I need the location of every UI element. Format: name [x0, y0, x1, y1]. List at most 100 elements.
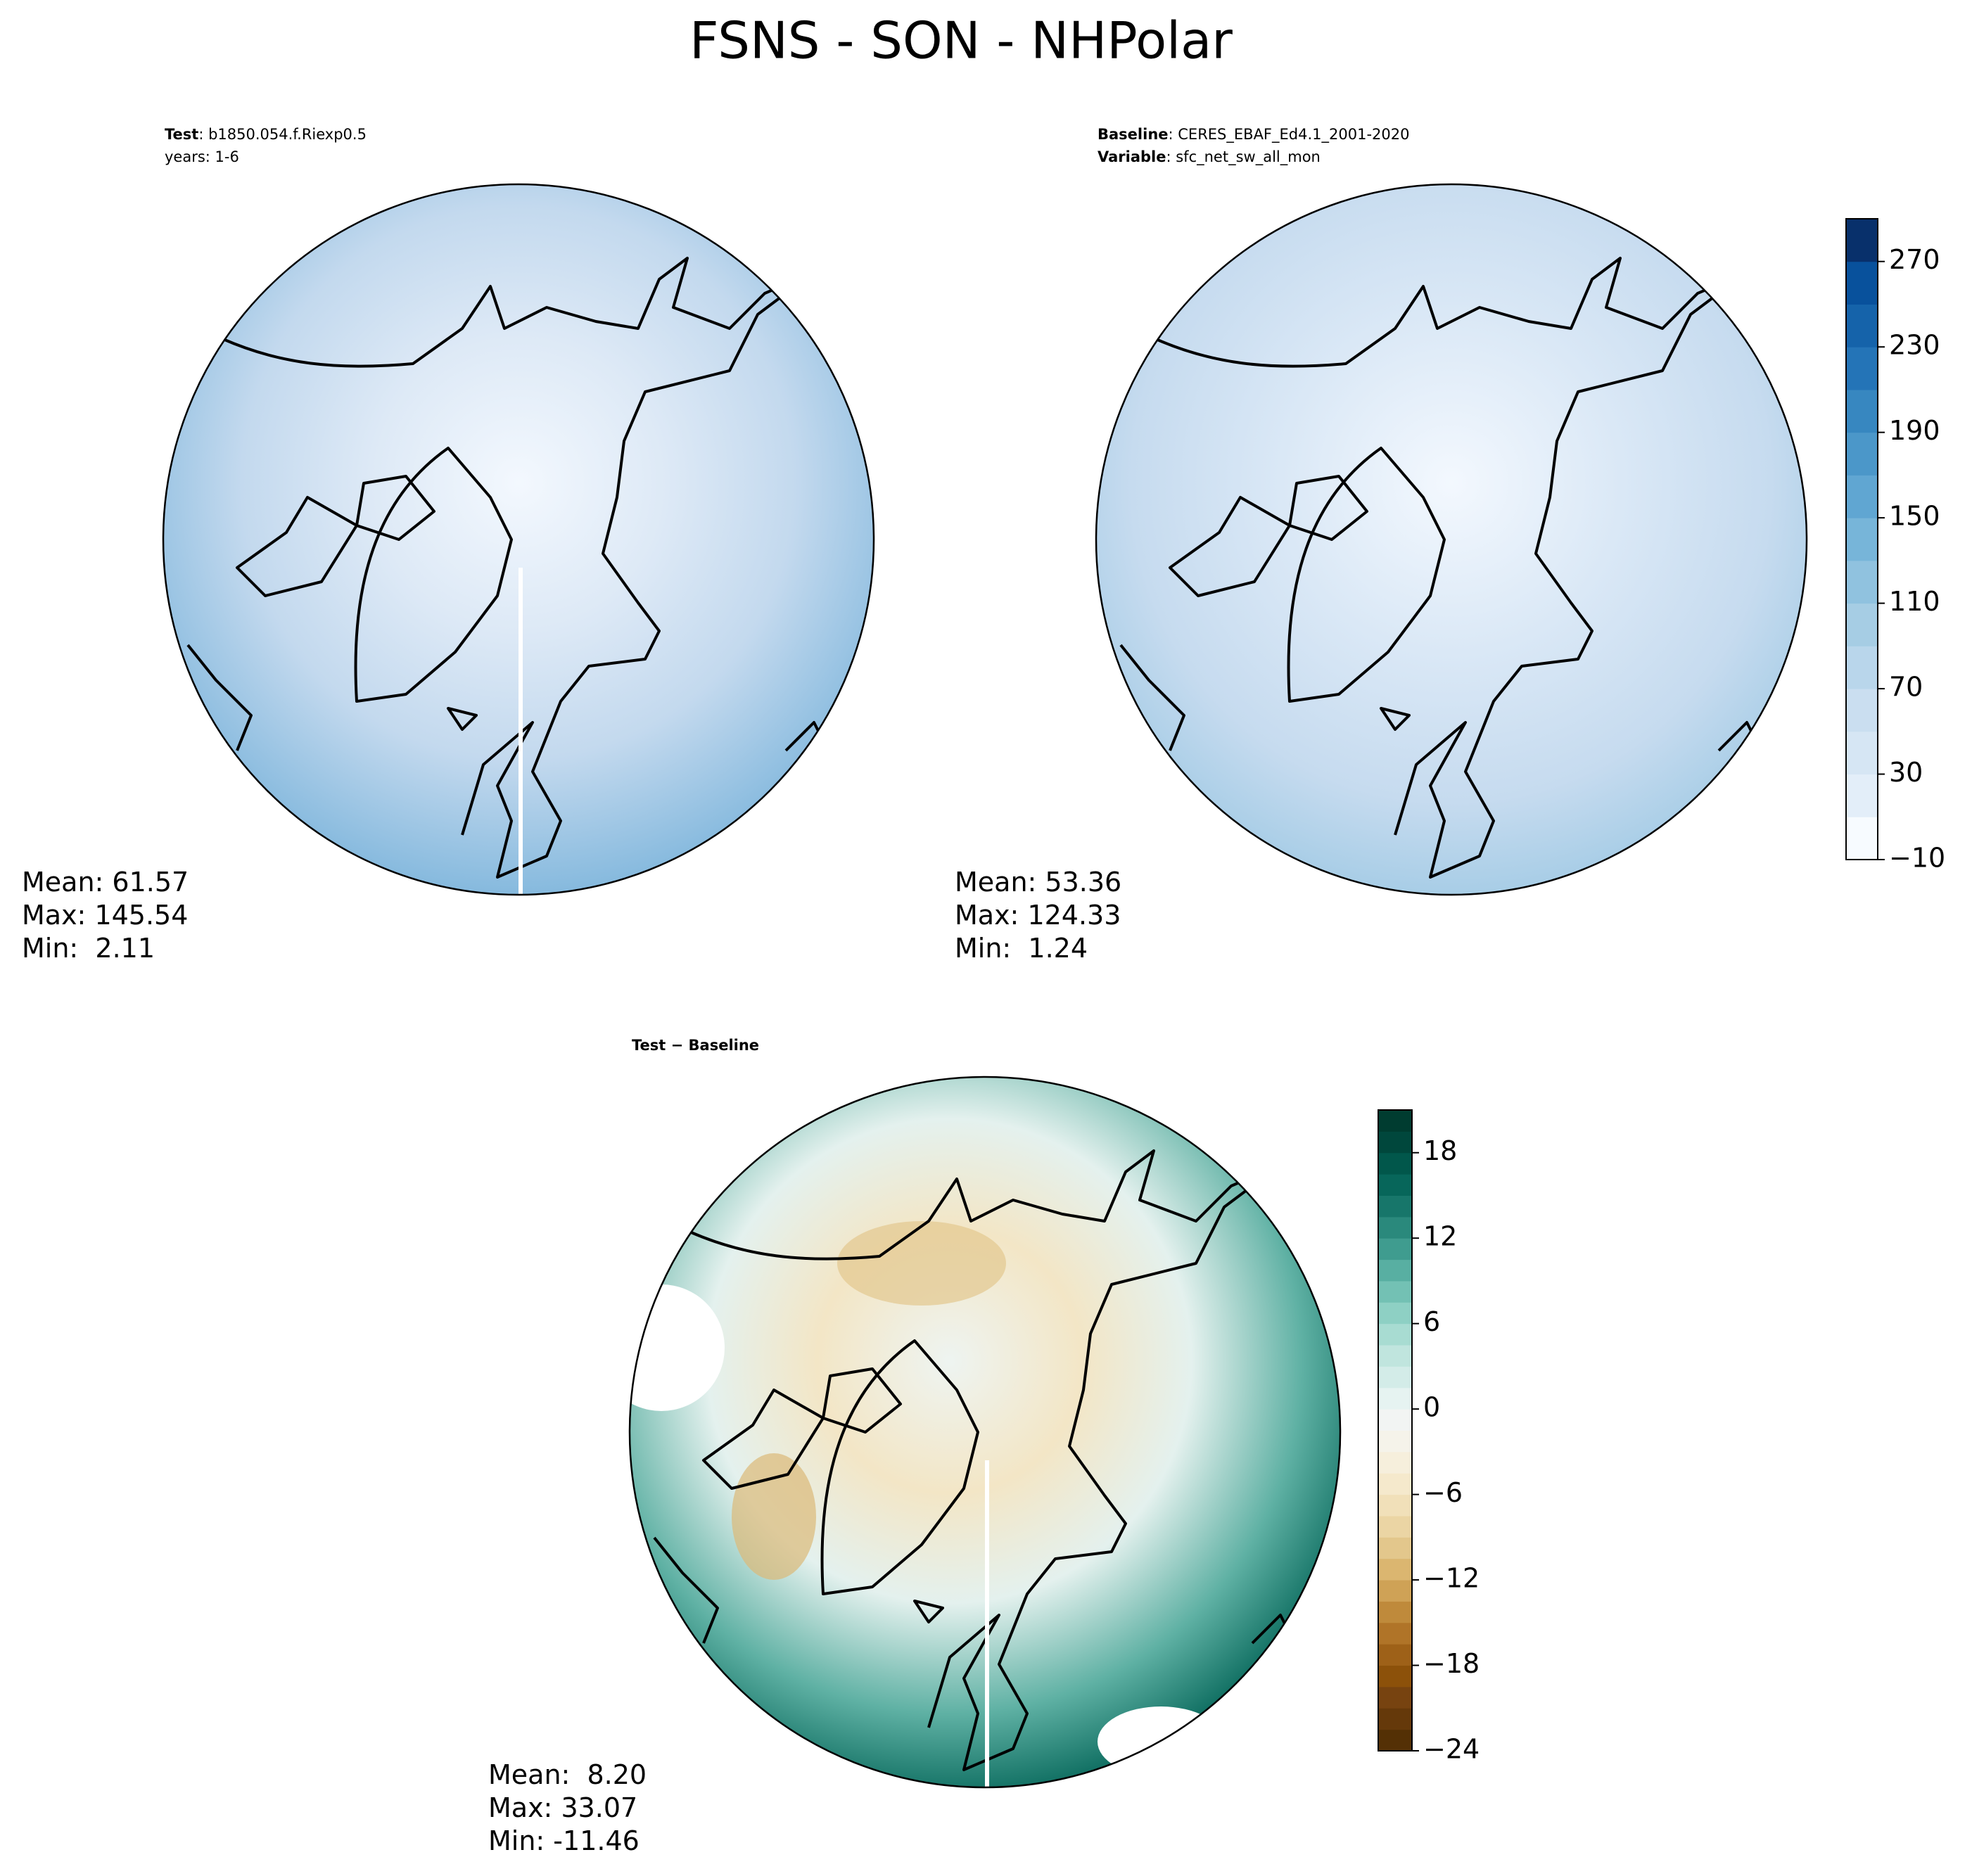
colorbar-tick-label: −12 — [1423, 1563, 1480, 1594]
map-field — [163, 184, 874, 895]
colorbar-tick-label: 12 — [1423, 1221, 1457, 1252]
colorbar-band — [1378, 1494, 1412, 1517]
header-value: : sfc_net_sw_all_mon — [1166, 148, 1320, 166]
colorbar-band — [1378, 1686, 1412, 1709]
stat-line: Mean: 53.36 — [955, 867, 1121, 898]
colorbar-band — [1378, 1729, 1412, 1751]
colorbar-band — [1846, 731, 1878, 775]
colorbar-band — [1378, 1473, 1412, 1495]
colorbar-band — [1378, 1238, 1412, 1261]
colorbar-band — [1378, 1580, 1412, 1602]
map-border — [628, 1076, 1342, 1789]
colorbar-band — [1378, 1216, 1412, 1239]
stat-line: Min: 2.11 — [22, 933, 155, 964]
colorbar-band — [1378, 1280, 1412, 1303]
colorbar-tick-label: 230 — [1889, 330, 1940, 361]
panel-header: Test: b1850.054.f.Riexp0.5 — [165, 126, 367, 143]
map-border — [1095, 183, 1808, 896]
missing — [630, 1284, 725, 1411]
map-border — [162, 183, 875, 896]
colorbar-band — [1378, 1259, 1412, 1282]
colorbar-tick-label: −10 — [1889, 843, 1945, 874]
panel-header: Variable: sfc_net_sw_all_mon — [1098, 148, 1321, 166]
colorbar-band — [1378, 1430, 1412, 1453]
colorbar-band — [1378, 1537, 1412, 1559]
stat-line: Max: 124.33 — [955, 900, 1121, 931]
figure-title: FSNS - SON - NHPolar — [689, 11, 1233, 70]
colorbar-band — [1846, 389, 1878, 433]
colorbar-band — [1378, 1601, 1412, 1623]
map-field — [1096, 184, 1807, 895]
stat-line: Min: -11.46 — [488, 1825, 640, 1856]
colorbar-band — [1378, 1409, 1412, 1431]
colorbar-band — [1378, 1302, 1412, 1325]
colorbar-band — [1846, 689, 1878, 732]
map-panel — [628, 1076, 1342, 1789]
colorbar-band — [1378, 1110, 1412, 1132]
colorbar-band — [1846, 817, 1878, 860]
colorbar-band — [1378, 1323, 1412, 1346]
colorbar-tick-label: 0 — [1423, 1392, 1440, 1423]
map-panel — [1095, 183, 1808, 896]
stat-line: Min: 1.24 — [955, 933, 1088, 964]
colorbar-band — [1846, 347, 1878, 390]
stat-line: Max: 33.07 — [488, 1792, 637, 1823]
colorbar-band — [1378, 1558, 1412, 1581]
colorbar-band — [1378, 1665, 1412, 1687]
stat-line: Mean: 61.57 — [22, 867, 189, 898]
anomaly — [732, 1453, 816, 1580]
colorbar-tick-label: −18 — [1423, 1648, 1480, 1679]
colorbar-tick-label: 6 — [1423, 1306, 1440, 1337]
colorbar-band — [1378, 1366, 1412, 1389]
colorbar-band — [1378, 1174, 1412, 1196]
header-key: Variable — [1098, 148, 1166, 165]
colorbar-band — [1846, 518, 1878, 561]
colorbar-band — [1846, 603, 1878, 646]
colorbar-band — [1378, 1387, 1412, 1410]
colorbar-band — [1846, 219, 1878, 262]
colorbar-band — [1846, 261, 1878, 305]
colorbar-band — [1846, 475, 1878, 518]
colorbar-band — [1378, 1131, 1412, 1154]
map-field — [630, 1077, 1340, 1787]
colorbar-band — [1378, 1152, 1412, 1175]
colorbar-frame — [1845, 218, 1878, 860]
header-value: : CERES_EBAF_Ed4.1_2001-2020 — [1169, 126, 1410, 143]
map-panel — [162, 183, 875, 896]
colorbar-band — [1846, 304, 1878, 347]
colorbar-band — [1846, 646, 1878, 689]
colorbar-band — [1378, 1451, 1412, 1474]
panel-header: Baseline: CERES_EBAF_Ed4.1_2001-2020 — [1098, 126, 1409, 143]
colorbar-band — [1378, 1644, 1412, 1666]
anomaly — [837, 1221, 1006, 1306]
seam — [985, 1460, 989, 1787]
header-value: : b1850.054.f.Riexp0.5 — [198, 126, 367, 143]
stat-line: Max: 145.54 — [22, 900, 188, 931]
colorbar-tick-label: 190 — [1889, 415, 1940, 446]
header-value: years: 1-6 — [165, 148, 239, 165]
colorbar-band — [1378, 1195, 1412, 1218]
header-key: Test — [165, 126, 198, 143]
stat-line: Mean: 8.20 — [488, 1759, 647, 1790]
colorbar-band — [1846, 560, 1878, 604]
colorbar-band — [1378, 1708, 1412, 1730]
seam — [519, 568, 523, 895]
colorbar-band — [1378, 1515, 1412, 1538]
colorbar-tick-label: 30 — [1889, 757, 1923, 788]
colorbar-tick-label: 70 — [1889, 672, 1923, 703]
colorbar-tick-label: 110 — [1889, 586, 1940, 617]
colorbar-frame — [1378, 1109, 1413, 1751]
colorbar-band — [1378, 1622, 1412, 1645]
header-key: Baseline — [1098, 126, 1169, 143]
colorbar-band — [1846, 432, 1878, 476]
colorbar-band — [1846, 774, 1878, 817]
colorbar-tick-label: −6 — [1423, 1477, 1463, 1508]
panel-header: years: 1-6 — [165, 148, 239, 165]
panel-header: Test − Baseline — [632, 1037, 759, 1054]
colorbar-tick-label: −24 — [1423, 1734, 1480, 1765]
colorbar-tick-label: 270 — [1889, 244, 1940, 275]
colorbar-tick-label: 18 — [1423, 1135, 1457, 1166]
colorbar-tick-label: 150 — [1889, 501, 1940, 532]
colorbar-band — [1378, 1345, 1412, 1367]
